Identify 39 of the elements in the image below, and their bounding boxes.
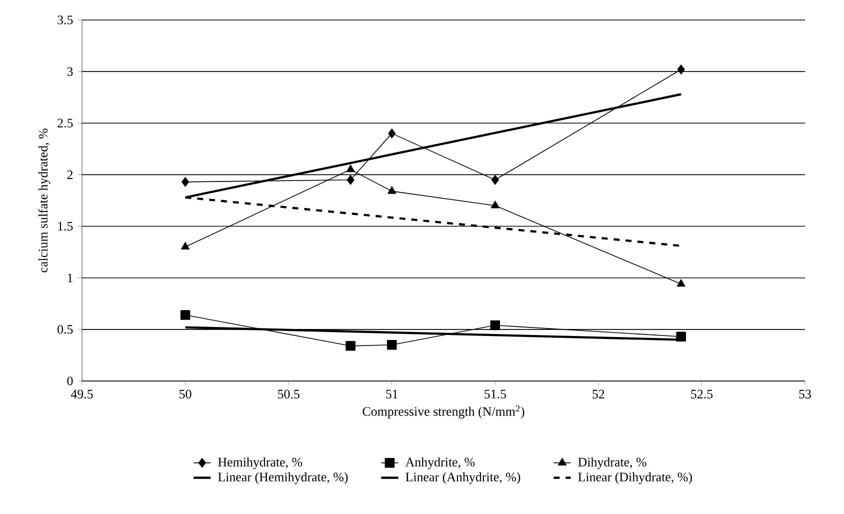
legend-label: Linear (Anhydrite, %) — [406, 472, 520, 484]
point — [180, 310, 190, 320]
point — [490, 320, 500, 330]
x-tick-label: 53 — [799, 390, 811, 398]
y-axis-title: calcium sulfate hydrated, % — [38, 128, 50, 272]
legend-label: Hemihydrate, % — [218, 457, 302, 470]
x-tick-label: 51 — [386, 390, 398, 398]
y-tick-label: 1 — [68, 274, 72, 282]
point — [386, 340, 397, 350]
point — [676, 332, 686, 342]
point — [181, 242, 190, 250]
legend-label: Dihydrate, % — [578, 457, 646, 470]
y-tick-label: 3.5 — [58, 16, 73, 24]
y-tick-label: 0 — [67, 376, 73, 386]
point — [346, 341, 356, 351]
legend-label: Linear (Dihydrate, %) — [578, 472, 692, 484]
point — [490, 200, 500, 208]
point — [346, 174, 354, 185]
x-tick-label: 50.5 — [278, 390, 300, 399]
legend-label: Anhydrite, % — [405, 457, 475, 470]
y-tick-label: 0.5 — [58, 325, 73, 334]
point — [676, 279, 686, 287]
x-tick-label: 52.5 — [691, 390, 713, 399]
x-tick-label: 50 — [180, 390, 192, 398]
point — [388, 128, 396, 138]
point — [346, 164, 355, 172]
y-tick-label: 2 — [67, 170, 73, 179]
y-tick-label: 2.5 — [58, 118, 73, 128]
point — [388, 186, 396, 194]
point — [182, 177, 190, 187]
x-tick-label: 51.5 — [484, 390, 506, 398]
x-tick-label: 52 — [592, 390, 604, 398]
point — [491, 174, 499, 185]
x-axis-title: Compressive strength (N/mm$^{2}$) — [362, 405, 524, 419]
y-tick-label: 1.5 — [58, 222, 73, 231]
y-tick-label: 3 — [67, 67, 73, 76]
x-tick-label: 49.5 — [70, 390, 93, 399]
point — [677, 64, 685, 74]
legend-label: Linear (Hemihydrate, %) — [218, 472, 348, 484]
